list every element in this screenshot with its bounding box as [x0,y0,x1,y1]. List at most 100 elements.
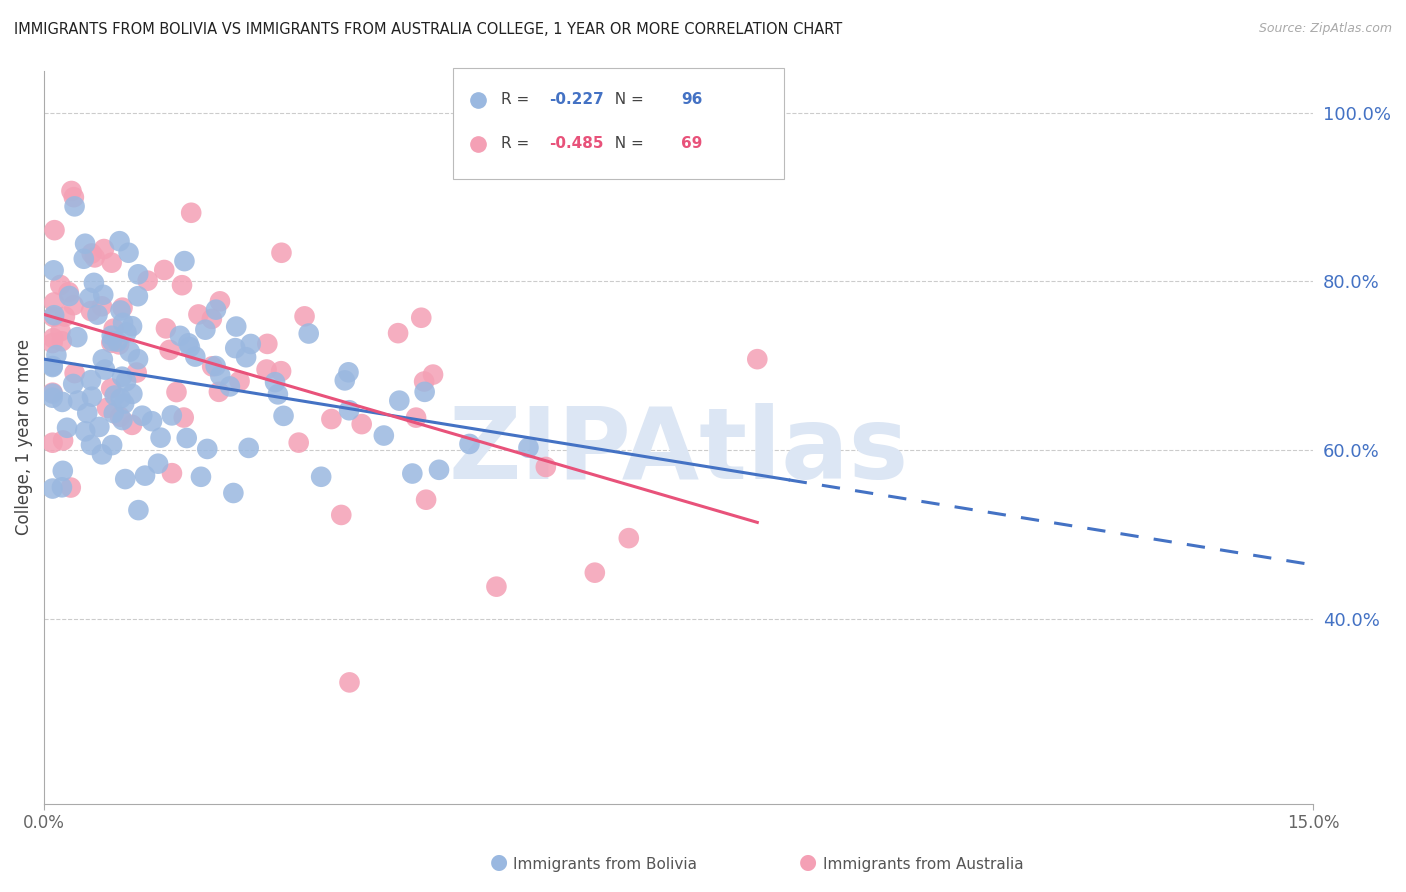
Point [111,369,134,384]
Point [80,304,103,318]
Point [121,417,143,432]
Point [80,438,103,452]
Point [49,278,72,293]
Point [127,268,149,282]
Point [270,245,292,260]
Point [41,482,63,496]
Point [204,359,226,373]
Point [267,387,290,401]
Point [222,486,245,500]
Point [76,406,98,420]
Point [209,368,232,383]
FancyBboxPatch shape [453,69,785,179]
Point [146,457,169,471]
Point [256,362,278,376]
Point [63,366,86,380]
Point [67,393,90,408]
Point [41,386,63,401]
Point [153,263,176,277]
Point [534,460,557,475]
Point [115,374,138,388]
Point [111,316,134,330]
Point [51,395,73,409]
Point [136,274,159,288]
Point [517,441,540,455]
Point [160,466,183,480]
Point [350,417,373,431]
Point [337,365,360,379]
Point [114,472,136,486]
Point [337,403,360,417]
Point [179,340,201,354]
Point [127,503,149,517]
Point [118,344,141,359]
Point [166,385,188,400]
Point [105,334,128,349]
Point [91,352,114,367]
Point [184,350,207,364]
Point [180,206,202,220]
Point [330,508,353,522]
Point [86,308,108,322]
Point [75,236,97,251]
Point [75,425,97,439]
Text: Source: ZipAtlas.com: Source: ZipAtlas.com [1258,22,1392,36]
Point [190,470,212,484]
Point [333,373,356,387]
Point [41,336,63,351]
Point [583,566,606,580]
Text: 96: 96 [682,93,703,107]
Point [104,388,127,402]
Point [42,310,65,324]
Point [219,379,242,393]
Point [413,384,436,399]
Point [51,480,73,494]
Point [58,289,80,303]
Point [169,329,191,343]
Point [56,421,79,435]
Point [79,291,101,305]
Point [427,463,450,477]
Point [121,319,143,334]
Text: Immigrants from Bolivia: Immigrants from Bolivia [513,857,697,872]
Point [321,412,343,426]
Point [41,385,63,400]
Point [194,323,217,337]
Point [100,255,122,269]
Point [387,326,409,340]
Point [62,376,84,391]
Point [42,263,65,277]
Point [411,310,433,325]
Point [294,310,316,324]
Point [141,414,163,428]
Point [373,428,395,442]
Point [415,492,437,507]
Point [388,393,411,408]
Point [201,359,224,374]
Point [111,413,134,427]
Point [413,375,436,389]
Point [201,311,224,326]
Point [62,298,84,312]
Point [52,464,75,478]
Point [111,301,134,315]
Point [177,336,200,351]
Text: ●: ● [800,853,817,872]
Point [52,434,75,448]
Text: R =: R = [501,136,534,152]
Point [96,401,118,415]
Point [93,242,115,256]
Point [45,348,67,362]
Point [83,276,105,290]
Point [91,287,114,301]
Point [176,431,198,445]
Point [173,254,195,268]
Point [208,384,231,399]
Point [149,431,172,445]
Point [170,278,193,293]
Point [44,308,66,322]
Point [42,331,65,345]
Point [41,391,63,405]
Point [83,251,105,265]
Text: ●: ● [491,853,508,872]
